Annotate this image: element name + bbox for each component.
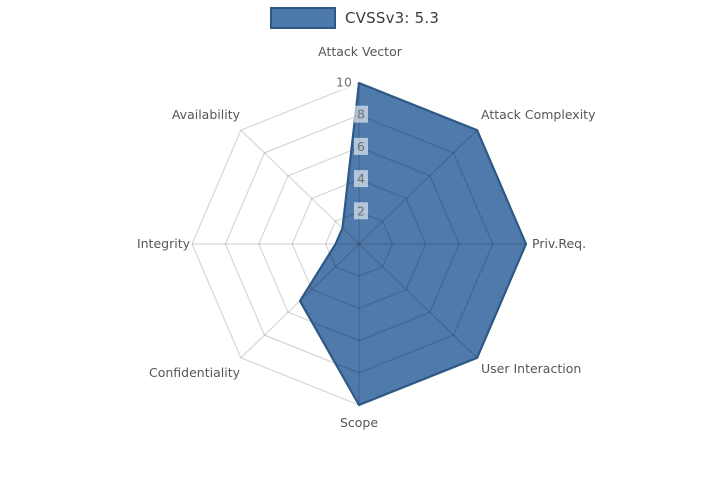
grid-ring — [258, 146, 460, 342]
category-label: Attack Vector — [318, 44, 403, 59]
legend: CVSSv3: 5.3 — [270, 7, 439, 29]
category-label: Confidentiality — [149, 365, 241, 380]
category-label: Scope — [340, 415, 378, 430]
category-label: Availability — [172, 107, 241, 122]
radial-tick-bg — [354, 105, 368, 123]
radial-tick-bg — [332, 73, 356, 91]
radial-tick-bg — [354, 170, 368, 188]
legend-label: CVSSv3: 5.3 — [345, 9, 440, 27]
data-polygon-edge — [298, 81, 528, 407]
axis-spoke — [358, 129, 478, 245]
data-polygon-fill — [300, 83, 526, 405]
legend-swatch — [270, 7, 336, 29]
radial-tick-label: 8 — [357, 107, 365, 122]
axis-spoke — [240, 129, 360, 245]
grid-ring — [291, 178, 427, 310]
grid-ring — [224, 114, 494, 374]
axis-spoke — [358, 243, 478, 359]
radial-tick-bg — [354, 202, 368, 220]
radial-tick-label: 4 — [357, 171, 365, 186]
category-label: Priv.Req. — [532, 236, 586, 251]
radial-tick-bg — [354, 137, 368, 155]
category-label: Attack Complexity — [481, 107, 596, 122]
radial-tick-label: 2 — [357, 203, 365, 218]
radial-tick-label: 10 — [336, 75, 352, 90]
category-label: User Interaction — [481, 361, 581, 376]
grid-ring — [324, 211, 394, 277]
category-label: Integrity — [137, 236, 191, 251]
radial-tick-label: 6 — [357, 139, 365, 154]
